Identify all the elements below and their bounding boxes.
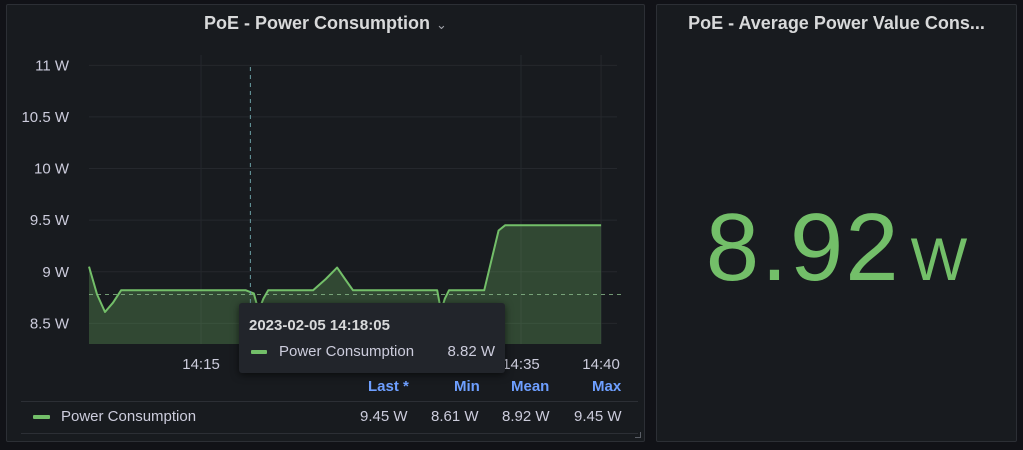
chevron-down-icon[interactable]: ⌄ [436,17,447,32]
tooltip-series-value: 8.82 W [447,343,495,360]
y-tick-label: 9.5 W [30,212,70,229]
stat-value: 8.92 W [657,193,1016,303]
chart-grid [89,55,617,344]
chart-labels: 11 W 10.5 W 10 W 9.5 W 9 W 8.5 W 14:15 14:35 14:… [21,57,619,373]
stat-panel-title[interactable]: PoE - Average Power Value Cons... [688,13,985,33]
y-tick-label: 11 W [35,57,70,74]
y-tick-label: 9 W [42,264,70,281]
legend-value-min: 8.61 W [431,408,479,425]
y-tick-label: 10.5 W [21,109,69,126]
x-tick-label: 14:35 [502,356,540,373]
panel-resize-handle[interactable] [635,432,641,438]
panel-title-text: PoE - Power Consumption [204,13,431,33]
x-tick-label: 14:15 [182,356,220,373]
y-tick-label: 10 W [34,161,70,178]
legend-series-name[interactable]: Power Consumption [61,408,197,425]
tooltip-time: 2023-02-05 14:18:05 [249,317,390,334]
power-consumption-panel: PoE - Power Consumption ⌄ 11 W 10.5 W 10 W 9… [6,4,645,442]
legend-value-mean: 8.92 W [502,408,550,425]
legend-value-last: 9.45 W [360,408,408,425]
x-tick-label: 14:40 [582,356,620,373]
series-line [88,224,602,313]
y-tick-label: 8.5 W [30,315,70,332]
legend-series-swatch[interactable] [33,415,50,419]
average-power-panel: PoE - Average Power Value Cons... 8.92 W [656,4,1017,442]
tooltip-series-swatch [251,350,267,354]
legend-divider-bottom [21,433,638,434]
stat-unit: W [910,226,968,293]
legend-header-mean[interactable]: Mean [511,378,550,395]
stat-number: 8.92 [705,194,901,301]
legend-header-min[interactable]: Min [454,378,480,395]
legend-value-max: 9.45 W [574,408,622,425]
legend-header-max[interactable]: Max [592,378,622,395]
chart-tooltip: 2023-02-05 14:18:05 Power Consumption 8.… [239,303,505,373]
panel-title[interactable]: PoE - Power Consumption ⌄ [7,13,644,34]
tooltip-series-name: Power Consumption [279,343,415,360]
chart-overlay [89,67,625,344]
legend-header-last[interactable]: Last * [368,378,409,395]
legend-divider [21,401,638,402]
